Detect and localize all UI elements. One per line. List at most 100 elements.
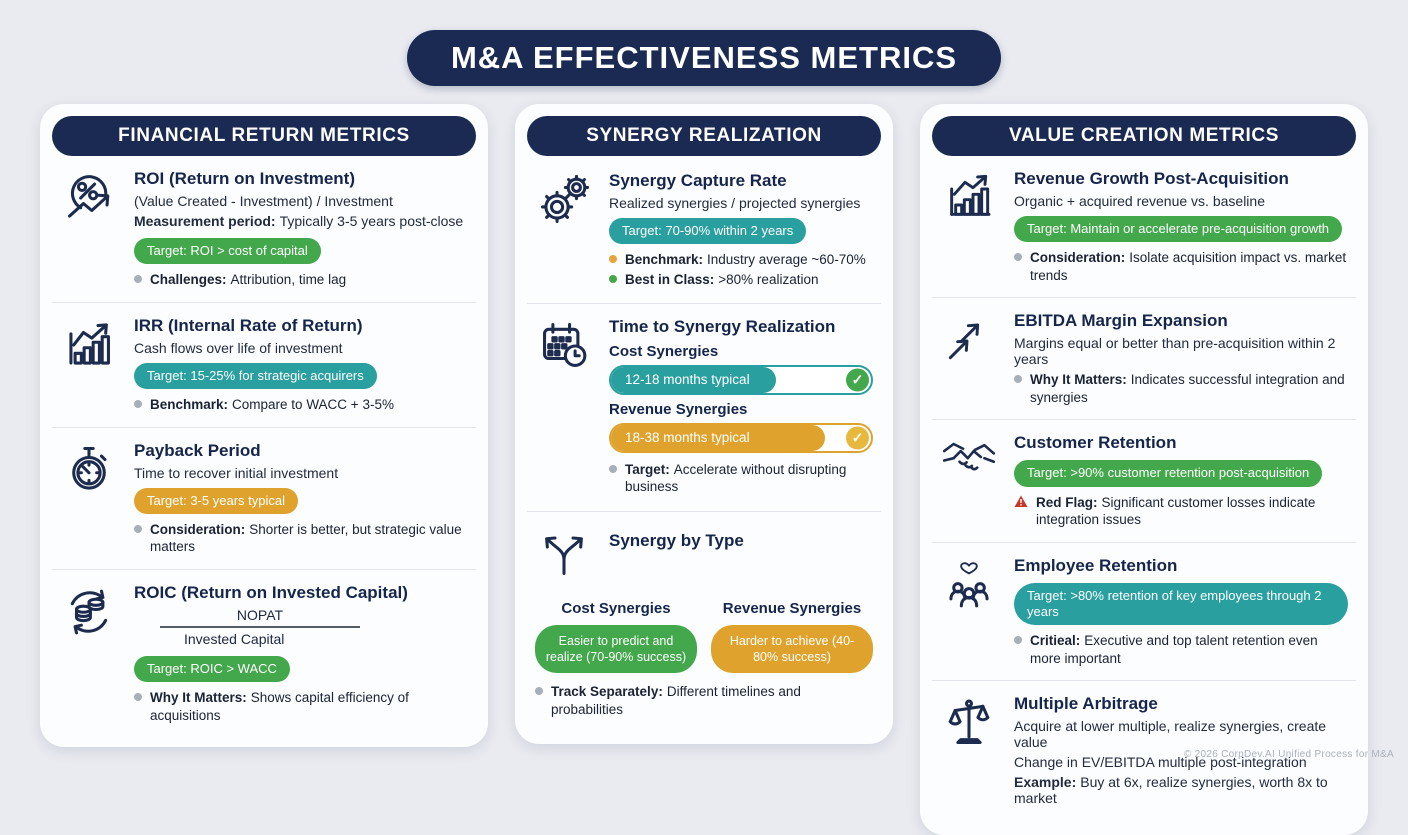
metric-title: Customer Retention [1014,433,1177,453]
metric-title: Multiple Arbitrage [1014,694,1158,714]
bullet-text: Why It Matters: Indicates successful inte… [1030,372,1345,405]
progress-text: 18-38 months typical [625,430,750,446]
roic-formula: NOPAT Invested Capital [160,607,360,647]
metric-title: ROI (Return on Investment) [134,169,356,188]
copyright-footer: © 2026 CorpDev.AI Unified Process for M&… [1183,749,1394,760]
detail-text: Typically 3-5 years post-close [279,213,464,229]
bullet-dot-icon [609,274,617,283]
metric-subtitle-2: Change in EV/EBITDA multiple post-integr… [1014,754,1307,771]
bullet-text: Best in Class: >80% realization [625,271,819,287]
bar-chart-arrow-icon [58,316,120,414]
bullet-why-it-matters: Why It Matters: Shows capital efficiency … [134,689,468,724]
card-financial-return-metrics: FINANCIAL RETURN METRICS ROI (Return on … [40,104,488,748]
target-pill: Target: ROI > cost of capital [134,238,321,265]
metric-title: ROIC (Return on Invested Capital) [134,582,408,602]
section-employee-retention: Employee Retention Target: >80% retentio… [932,541,1356,681]
bullet-text: Critieal: Executive and top talent retent… [1030,633,1318,666]
bullet-benchmark: Benchmark: Industry average ~60-70% [609,251,873,269]
target-pill: Target: 70-90% within 2 years [609,217,807,245]
bullet-challenges: Challenges: Attribution, time lag [134,271,468,289]
metric-subtitle: Margins equal or better than pre-acquisi… [1014,335,1336,368]
bullet-best-in-class: Best in Class: >80% realization [609,271,873,289]
bullet-text: Benchmark: Industry average ~60-70% [625,252,866,268]
title-bar: M&A EFFECTIVENESS METRICS [0,0,1408,86]
check-circle-icon: ✓ [846,368,869,392]
bullet-dot-icon [1014,375,1022,384]
bullet-consideration: Consideration: Shorter is better, but str… [134,521,468,556]
bullet-text: Benchmark: Compare to WACC + 3-5% [150,397,394,413]
diagonal-arrows-icon [938,311,1000,406]
section-customer-retention: Customer Retention Target: >90% customer… [932,419,1356,541]
calendar-clock-icon [533,317,595,496]
bullet-why-it-matters: Why It Matters: Indicates successful inte… [1014,371,1348,406]
target-pill: Target: ROIC > WACC [134,655,290,683]
card-value-creation-metrics: VALUE CREATION METRICS R [920,104,1368,835]
bullet-critical: Critieal: Executive and top talent retent… [1014,632,1348,667]
bullet-dot-icon [134,524,142,533]
numerator: NOPAT [160,607,360,628]
revenue-synergies-column: Revenue Synergies Harder to achieve (40-… [711,600,873,674]
check-circle-icon: ✓ [846,426,869,450]
card-synergy-realization: SYNERGY REALIZATION [515,104,893,744]
column-heading: Revenue Synergies [722,599,862,617]
section-synergy-by-type: Synergy by Type [527,510,881,592]
metric-subtitle: Cash flows over life of investment [134,339,343,356]
bullet-text: Consideration: Isolate acquisition impact… [1030,250,1347,283]
metric-title: Synergy Capture Rate [609,170,787,190]
gears-icon [533,171,595,288]
handshake-icon [938,433,1000,528]
scales-icon [938,694,1000,812]
progress-fill: 12-18 months typical [611,366,776,393]
section-roi: ROI (Return on Investment) (Value Create… [52,156,476,302]
bullet-text: Challenges: Attribution, time lag [150,272,347,288]
metric-title: Employee Retention [1014,555,1178,575]
bullet-text: Consideration: Shorter is better, but str… [150,521,462,555]
bullet-benchmark: Benchmark: Compare to WACC + 3-5% [134,396,468,414]
denominator: Invested Capital [184,630,285,647]
bullet-track-separately: Track Separately: Different timelines and… [535,683,873,718]
cost-synergies-pill: Easier to predict and realize (70-90% su… [535,624,697,674]
card-body: ROI (Return on Investment) (Value Create… [52,156,476,737]
bar-label-cost: Cost Synergies [609,342,719,360]
target-pill: Target: Maintain or accelerate pre-acqui… [1014,216,1343,243]
metric-example: Example: Buy at 6x, realize synergies, wo… [1014,774,1348,806]
example-label: Example: [1014,774,1077,791]
cost-synergies-column: Cost Synergies Easier to predict and rea… [535,600,697,674]
percent-arrow-icon [58,169,120,289]
bullet-text: Why It Matters: Shows capital efficiency … [150,690,409,723]
page-title: M&A EFFECTIVENESS METRICS [406,30,1002,86]
bullet-red-flag: Red Flag: Significant customer losses ind… [1014,494,1348,529]
revenue-synergies-pill: Harder to achieve (40-80% success) [711,624,873,674]
detail-label: Measurement period: [134,213,276,229]
metric-title: IRR (Internal Rate of Return) [134,315,363,335]
warning-triangle-icon [1014,495,1028,507]
target-pill: Target: >80% retention of key employees … [1014,582,1348,626]
metric-title: Synergy by Type [609,530,744,550]
column-heading: Cost Synergies [561,599,671,617]
metric-title: Time to Synergy Realization [609,316,836,336]
synergy-type-columns: Cost Synergies Easier to predict and rea… [527,594,881,733]
bullet-dot-icon [134,275,142,284]
card-header: SYNERGY REALIZATION [527,116,881,156]
bullet-dot-icon [134,400,142,409]
split-arrows-icon [533,525,595,579]
target-pill: Target: 15-25% for strategic acquirers [134,362,377,390]
bullet-dot-icon [535,687,543,696]
team-heart-icon [938,556,1000,668]
cost-synergies-progress-bar: 12-18 months typical ✓ [609,364,873,395]
bullet-text: Red Flag: Significant customer losses ind… [1036,494,1316,528]
bullet-text: Track Separately: Different timelines and… [551,684,801,717]
section-ebitda-margin: EBITDA Margin Expansion Margins equal or… [932,297,1356,419]
metric-title: Revenue Growth Post-Acquisition [1014,169,1289,188]
bullet-dot-icon [609,464,617,473]
section-revenue-growth: Revenue Growth Post-Acquisition Organic … [932,156,1356,297]
section-roic: ROIC (Return on Invested Capital) NOPAT … [52,568,476,737]
bullet-dot-icon [1014,636,1022,645]
metric-formula: (Value Created - Investment) / Investmen… [134,193,393,209]
coins-cycle-icon [58,583,120,724]
card-body: Synergy Capture Rate Realized synergies … [527,156,881,734]
section-payback-period: Payback Period Time to recover initial i… [52,426,476,569]
metric-subtitle: Time to recover initial investment [134,464,339,481]
revenue-synergies-progress-bar: 18-38 months typical ✓ [609,422,873,453]
section-synergy-capture-rate: Synergy Capture Rate Realized synergies … [527,158,881,301]
